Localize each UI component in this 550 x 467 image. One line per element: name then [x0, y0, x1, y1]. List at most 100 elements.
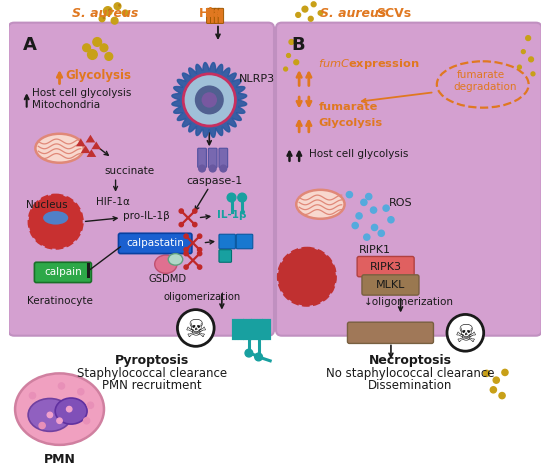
Ellipse shape	[43, 211, 68, 225]
Text: fumarate: fumarate	[318, 102, 378, 112]
Text: Host cell glycolysis: Host cell glycolysis	[309, 149, 408, 159]
Circle shape	[366, 193, 372, 200]
Polygon shape	[91, 142, 101, 149]
Circle shape	[352, 222, 358, 229]
Text: pro-IL-1β: pro-IL-1β	[123, 211, 170, 221]
Circle shape	[227, 193, 236, 202]
Circle shape	[526, 35, 531, 41]
Ellipse shape	[296, 190, 344, 219]
Circle shape	[311, 2, 316, 7]
Circle shape	[179, 222, 183, 226]
FancyBboxPatch shape	[219, 148, 228, 168]
Circle shape	[531, 72, 535, 76]
Circle shape	[103, 7, 112, 15]
Circle shape	[58, 383, 64, 389]
Circle shape	[364, 234, 370, 240]
FancyBboxPatch shape	[236, 234, 253, 249]
Circle shape	[195, 85, 224, 114]
Circle shape	[29, 392, 36, 399]
Text: ☠: ☠	[454, 323, 476, 347]
Circle shape	[502, 369, 508, 375]
Circle shape	[302, 6, 308, 12]
Text: calpastatin: calpastatin	[126, 239, 184, 248]
Text: IL-1β: IL-1β	[217, 210, 246, 220]
Circle shape	[197, 248, 202, 252]
Circle shape	[493, 377, 499, 383]
Circle shape	[78, 389, 84, 395]
Circle shape	[284, 67, 288, 71]
Circle shape	[114, 3, 121, 10]
Text: Dissemination: Dissemination	[368, 379, 453, 392]
Circle shape	[289, 40, 294, 44]
Text: Hla: Hla	[199, 7, 222, 20]
Text: RIPK3: RIPK3	[370, 262, 402, 272]
FancyBboxPatch shape	[207, 8, 212, 23]
Text: PMN: PMN	[43, 453, 75, 466]
Circle shape	[529, 57, 534, 62]
Circle shape	[371, 207, 377, 213]
Circle shape	[105, 53, 113, 60]
Circle shape	[220, 165, 227, 172]
Circle shape	[371, 224, 378, 231]
Text: degradation: degradation	[454, 82, 517, 92]
Circle shape	[287, 54, 290, 57]
Circle shape	[93, 38, 102, 46]
Text: Keratinocyte: Keratinocyte	[27, 296, 92, 306]
Circle shape	[197, 251, 202, 256]
FancyBboxPatch shape	[357, 256, 414, 277]
Circle shape	[318, 11, 323, 15]
FancyBboxPatch shape	[208, 148, 217, 168]
Ellipse shape	[168, 254, 183, 265]
Circle shape	[82, 44, 90, 52]
FancyBboxPatch shape	[362, 275, 419, 295]
Text: calpain: calpain	[44, 268, 82, 277]
FancyBboxPatch shape	[348, 322, 433, 343]
Circle shape	[122, 10, 128, 16]
Text: No staphylococcal clearance: No staphylococcal clearance	[326, 367, 494, 380]
Text: Glycolysis: Glycolysis	[318, 118, 383, 128]
Circle shape	[111, 17, 118, 24]
Circle shape	[199, 165, 206, 172]
Circle shape	[109, 9, 111, 11]
Text: ↓oligomerization: ↓oligomerization	[364, 297, 454, 307]
Text: Staphylococcal clearance: Staphylococcal clearance	[77, 367, 227, 380]
Circle shape	[184, 248, 188, 252]
Text: $\it{fumC}$expression: $\it{fumC}$expression	[318, 57, 420, 71]
Circle shape	[356, 213, 362, 219]
FancyBboxPatch shape	[276, 22, 542, 336]
Circle shape	[197, 234, 202, 238]
Ellipse shape	[28, 398, 72, 432]
Circle shape	[67, 406, 72, 412]
Text: Necroptosis: Necroptosis	[368, 354, 452, 367]
Text: caspase-1: caspase-1	[186, 176, 243, 186]
Circle shape	[383, 205, 389, 211]
Text: fumarate: fumarate	[456, 70, 505, 80]
Text: ☠: ☠	[185, 318, 207, 342]
Text: MLKL: MLKL	[376, 280, 405, 290]
Ellipse shape	[15, 374, 104, 445]
Circle shape	[201, 92, 217, 108]
Circle shape	[361, 199, 367, 205]
FancyBboxPatch shape	[219, 234, 235, 249]
Circle shape	[184, 265, 188, 269]
Polygon shape	[76, 139, 86, 146]
Circle shape	[197, 265, 202, 269]
Circle shape	[245, 349, 253, 357]
Circle shape	[294, 60, 299, 64]
Text: NLRP3: NLRP3	[239, 74, 276, 84]
Ellipse shape	[55, 398, 87, 424]
Circle shape	[238, 193, 246, 202]
Circle shape	[57, 418, 62, 424]
Circle shape	[29, 195, 82, 249]
Text: Pyroptosis: Pyroptosis	[115, 354, 189, 367]
Circle shape	[47, 412, 53, 417]
Circle shape	[483, 370, 490, 376]
Text: Mitochondria: Mitochondria	[32, 100, 101, 110]
Circle shape	[192, 209, 197, 213]
Circle shape	[378, 230, 384, 236]
Circle shape	[84, 417, 90, 424]
Text: Nucleus: Nucleus	[26, 200, 67, 211]
Text: S. aureus: S. aureus	[321, 7, 387, 20]
FancyBboxPatch shape	[35, 262, 91, 283]
Text: S. aureus: S. aureus	[72, 7, 139, 20]
